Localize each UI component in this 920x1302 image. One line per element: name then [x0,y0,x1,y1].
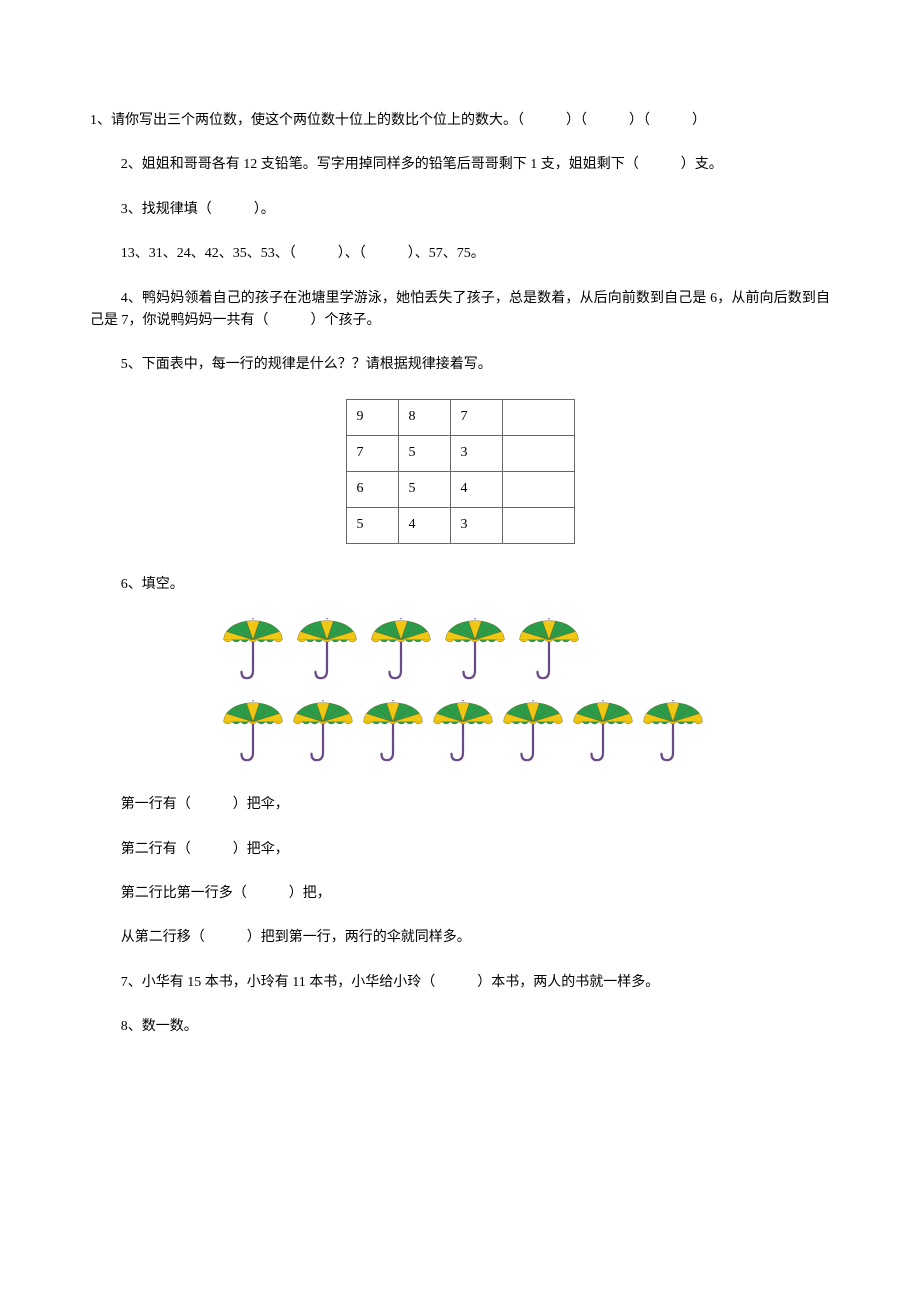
umbrella-item [290,700,356,764]
umbrella-icon [500,700,566,764]
table-cell: 9 [346,399,398,435]
question-1: 1、请你写出三个两位数，使这个两位数十位上的数比个位上的数大。（ ）（ ）（ ） [90,110,830,132]
table-cell [502,471,574,507]
table-cell [502,507,574,543]
umbrella-item [220,618,286,682]
umbrella-row-1 [220,618,830,682]
table-cell: 5 [398,435,450,471]
table-cell: 7 [450,399,502,435]
umbrella-icon [294,618,360,682]
table-cell: 8 [398,399,450,435]
umbrella-item [294,618,360,682]
question-2: 2、姐姐和哥哥各有 12 支铅笔。写字用掉同样多的铅笔后哥哥剩下 1 支，姐姐剩… [90,154,830,176]
question-6c: 第二行比第一行多（ ）把， [121,883,830,905]
umbrella-figure [220,618,830,764]
table-cell: 5 [346,507,398,543]
table-row: 654 [346,471,574,507]
umbrella-item [360,700,426,764]
table-cell: 4 [398,507,450,543]
umbrella-icon [220,618,286,682]
umbrella-icon [430,700,496,764]
table-cell [502,435,574,471]
umbrella-icon [368,618,434,682]
question-6b: 第二行有（ ）把伞， [121,839,830,861]
umbrella-item [430,700,496,764]
question-6: 6、填空。 [90,574,830,596]
table-row: 987 [346,399,574,435]
pattern-table: 987753654543 [346,399,575,544]
umbrella-icon [640,700,706,764]
umbrella-icon [570,700,636,764]
umbrella-item [516,618,582,682]
umbrella-icon [220,700,286,764]
table-cell: 4 [450,471,502,507]
table-cell: 6 [346,471,398,507]
umbrella-icon [516,618,582,682]
umbrella-icon [360,700,426,764]
question-3: 3、找规律填（ ）。 [90,199,830,221]
table-cell [502,399,574,435]
question-6a: 第一行有（ ）把伞， [121,794,830,816]
table-cell: 5 [398,471,450,507]
question-7: 7、小华有 15 本书，小玲有 11 本书，小华给小玲（ ）本书，两人的书就一样… [90,972,830,994]
table-cell: 7 [346,435,398,471]
question-5: 5、下面表中，每一行的规律是什么？？请根据规律接着写。 [90,354,830,376]
question-3-sequence: 13、31、24、42、35、53、（ ）、（ ）、57、75。 [90,243,830,265]
umbrella-item [442,618,508,682]
question-4: 4、鸭妈妈领着自己的孩子在池塘里学游泳，她怕丢失了孩子，总是数着，从后向前数到自… [90,288,830,333]
table-row: 543 [346,507,574,543]
umbrella-row-2 [220,700,830,764]
umbrella-item [368,618,434,682]
umbrella-item [640,700,706,764]
question-8: 8、数一数。 [90,1016,830,1038]
umbrella-item [500,700,566,764]
umbrella-icon [290,700,356,764]
umbrella-item [220,700,286,764]
umbrella-item [570,700,636,764]
table-cell: 3 [450,435,502,471]
umbrella-icon [442,618,508,682]
pattern-table-wrap: 987753654543 [90,399,830,544]
question-6d: 从第二行移（ ）把到第一行，两行的伞就同样多。 [121,927,830,949]
table-cell: 3 [450,507,502,543]
table-row: 753 [346,435,574,471]
